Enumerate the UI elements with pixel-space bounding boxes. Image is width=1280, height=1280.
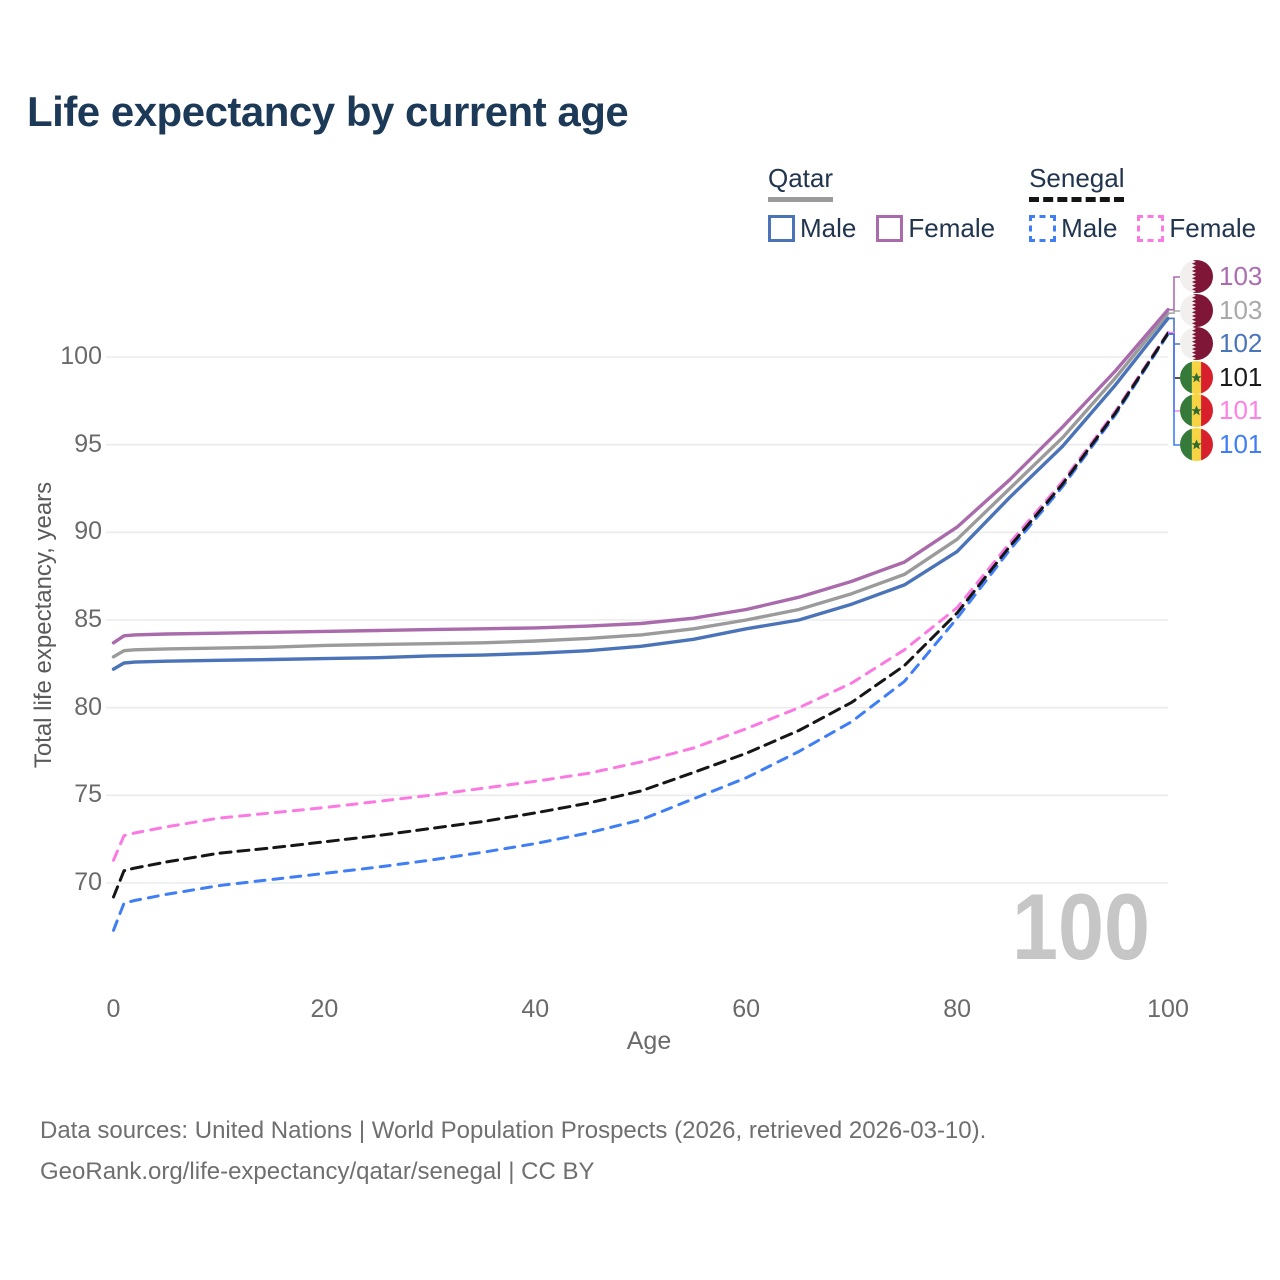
end-label-senegal-male: 101 (1180, 428, 1262, 461)
y-tick-label: 100 (60, 342, 102, 370)
end-value: 103 (1219, 295, 1263, 325)
series-line-qatar-both-sexes[interactable] (111, 311, 1170, 659)
legend-country-qatar[interactable]: Qatar (768, 163, 834, 202)
end-label-senegal-both-sexes: 101 (1180, 361, 1262, 394)
y-axis-title: Total life expectancy, years (30, 481, 57, 769)
legend-label: Female (1169, 213, 1257, 243)
end-label-qatar-male: 102 (1180, 327, 1262, 360)
legend-label: Female (908, 213, 996, 243)
end-label-connector (1168, 276, 1180, 311)
series-line-senegal-both-sexes[interactable] (112, 331, 1170, 899)
qatar-female-swatch-icon (876, 215, 904, 242)
x-tick-label: 80 (943, 995, 971, 1023)
legend-item-qatar-female[interactable]: Female (876, 213, 995, 244)
end-label-connector (1168, 310, 1180, 314)
legend-item-senegal-male[interactable]: Male (1029, 213, 1117, 244)
end-value: 101 (1219, 362, 1263, 392)
legend-item-qatar-male[interactable]: Male (768, 213, 856, 244)
qatar-flag-icon (1180, 260, 1213, 293)
legend-label: Male (1061, 213, 1118, 243)
legend-group-senegal: Senegal Male Female (1029, 163, 1256, 244)
qatar-flag-icon (1180, 327, 1213, 360)
x-tick-label: 20 (310, 995, 339, 1023)
end-label-qatar-female: 103 (1180, 260, 1262, 293)
end-value: 102 (1219, 328, 1263, 358)
x-tick-label: 100 (1147, 995, 1189, 1023)
end-value: 103 (1219, 261, 1263, 291)
y-tick-label: 85 (74, 605, 102, 633)
y-tick-label: 75 (74, 780, 102, 809)
end-label-connector (1168, 333, 1180, 446)
legend-group-qatar: Qatar Male Female (768, 163, 995, 244)
page-title: Life expectancy by current age (27, 88, 629, 135)
end-label-qatar-both-sexes: 103 (1180, 294, 1262, 327)
y-tick-label: 70 (74, 868, 102, 896)
footer-data-sources: Data sources: United Nations | World Pop… (40, 1117, 987, 1144)
legend-label: Male (800, 213, 857, 243)
series-line-qatar-male[interactable] (111, 316, 1170, 671)
end-label-senegal-female: 101 (1180, 394, 1262, 427)
senegal-female-swatch-icon (1137, 215, 1165, 242)
series-line-qatar-female[interactable] (111, 308, 1170, 645)
senegal-flag-icon (1180, 361, 1213, 394)
y-tick-label: 95 (74, 429, 102, 458)
footer: Data sources: United Nations | World Pop… (40, 1110, 986, 1192)
end-value: 101 (1219, 429, 1263, 459)
x-axis-title: Age (626, 1027, 672, 1055)
qatar-flag-icon (1180, 294, 1213, 327)
legend: Qatar Male Female Senegal Male (768, 163, 1256, 244)
legend-country-senegal[interactable]: Senegal (1029, 163, 1125, 202)
x-tick-label: 60 (732, 995, 761, 1023)
x-tick-label: 0 (106, 995, 121, 1023)
age-counter-watermark: 100 (1011, 874, 1150, 979)
series-line-senegal-male[interactable] (112, 332, 1170, 932)
series-line-senegal-female[interactable] (112, 331, 1170, 862)
qatar-male-swatch-icon (768, 215, 795, 242)
x-tick-label: 40 (521, 995, 550, 1023)
end-label-connector (1168, 317, 1180, 345)
senegal-flag-icon (1180, 428, 1213, 461)
legend-item-senegal-female[interactable]: Female (1137, 213, 1256, 244)
end-value: 101 (1219, 395, 1263, 425)
y-tick-label: 90 (74, 517, 102, 546)
senegal-male-swatch-icon (1029, 215, 1057, 242)
senegal-flag-icon (1180, 394, 1213, 427)
footer-attribution: GeoRank.org/life-expectancy/qatar/senega… (40, 1158, 595, 1185)
y-tick-label: 80 (74, 692, 102, 721)
